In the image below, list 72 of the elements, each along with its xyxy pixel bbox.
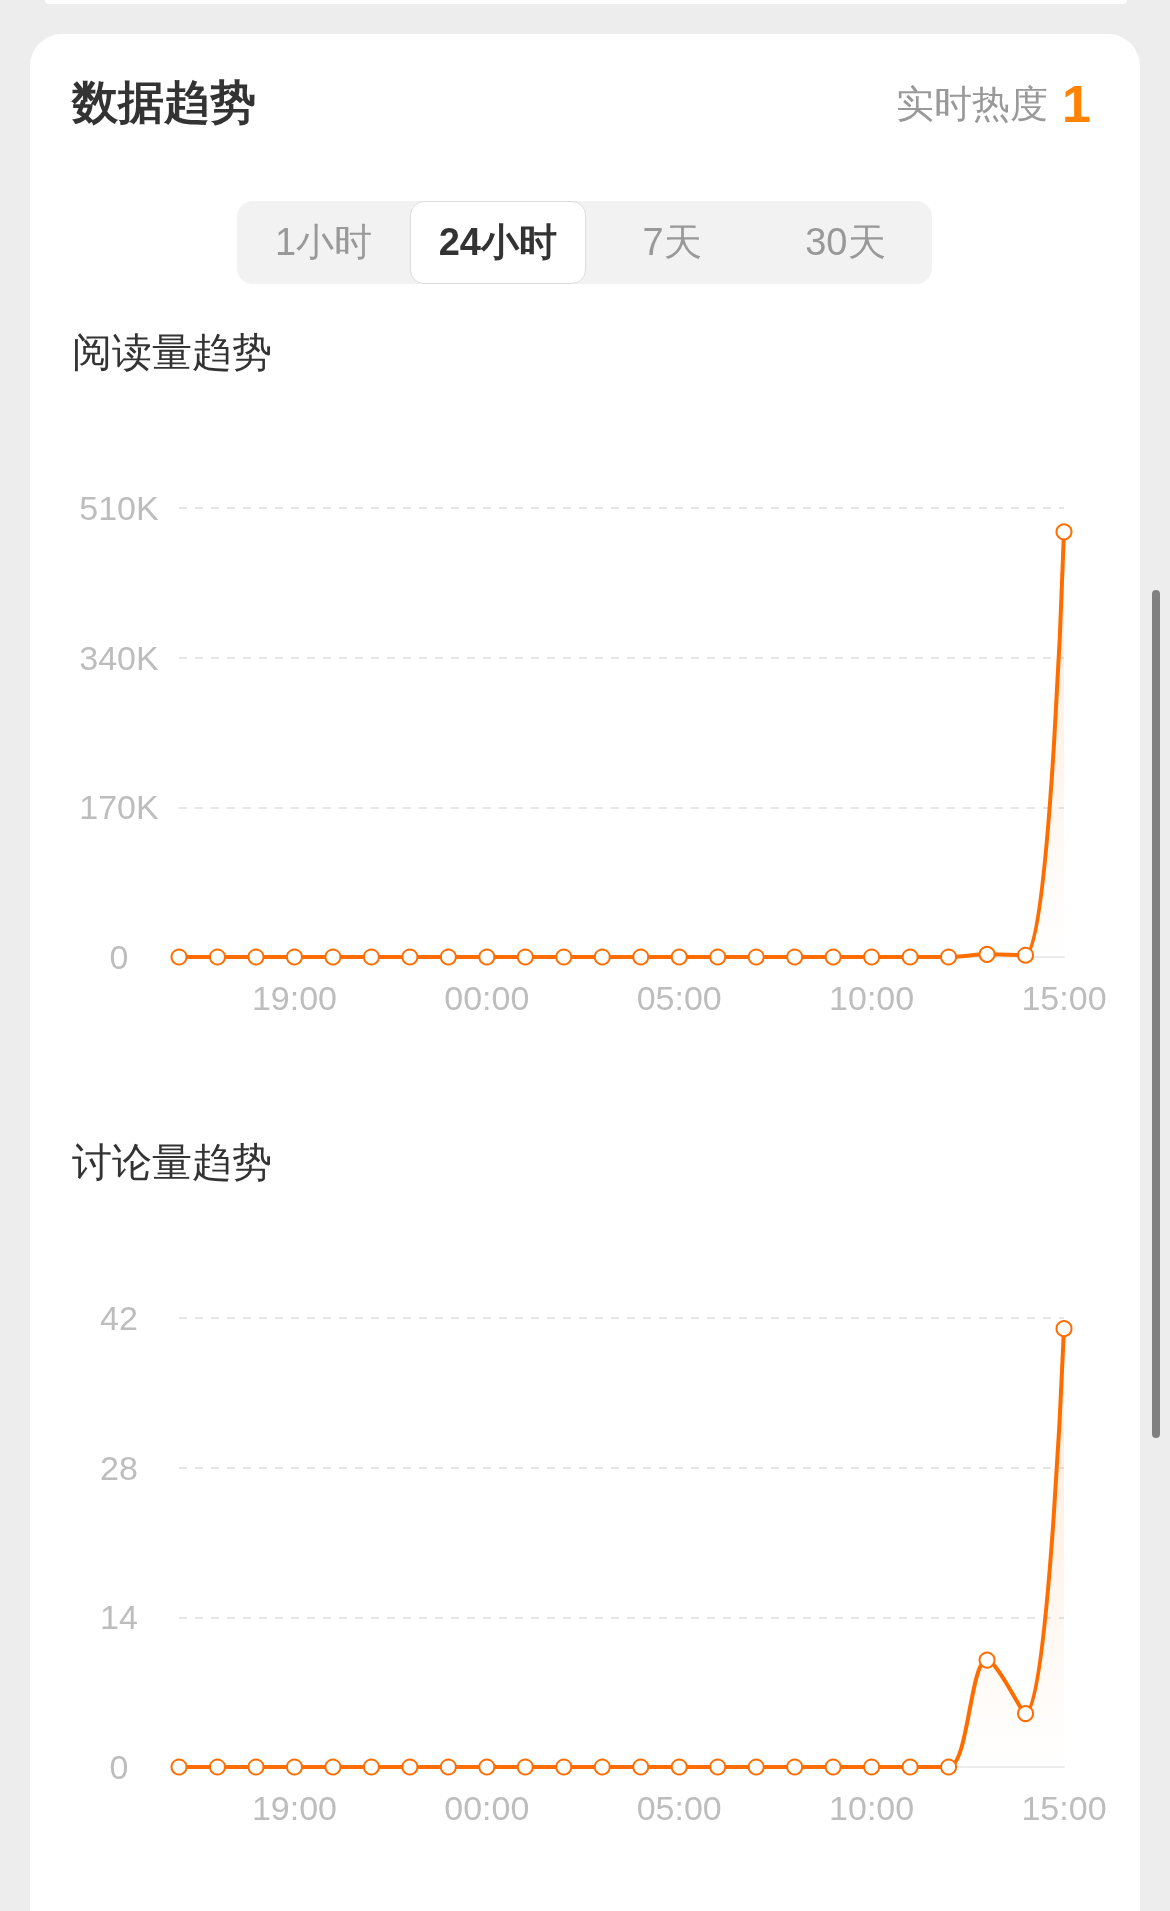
tab-switcher: 1小时 24小时 7天 30天	[237, 201, 932, 284]
point	[593, 948, 611, 966]
point	[285, 948, 303, 966]
x-tick-label: 10:00	[829, 1789, 915, 1827]
point	[747, 1758, 765, 1776]
point	[978, 945, 996, 963]
point	[170, 1758, 188, 1776]
x-tick-label: 15:00	[1021, 1789, 1107, 1827]
point	[362, 948, 380, 966]
point	[593, 1758, 611, 1776]
y-tick-label: 42	[100, 1299, 138, 1337]
point	[362, 1758, 380, 1776]
text: 实时热度	[896, 81, 1049, 127]
point	[632, 948, 650, 966]
point	[478, 1758, 496, 1776]
point	[401, 1758, 419, 1776]
x-tick-label: 15:00	[1021, 979, 1107, 1017]
x-tick-label: 05:00	[636, 1789, 722, 1827]
point	[478, 948, 496, 966]
point	[940, 948, 958, 966]
point	[786, 1758, 804, 1776]
x-tick-label: 10:00	[829, 979, 915, 1017]
point	[978, 1651, 996, 1669]
point	[747, 948, 765, 966]
point	[863, 948, 881, 966]
y-tick-label: 28	[100, 1448, 138, 1487]
point	[1017, 946, 1035, 964]
point	[786, 948, 804, 966]
point	[901, 1758, 919, 1776]
text: 数据趋势	[72, 75, 256, 130]
point	[1055, 523, 1073, 541]
point	[170, 948, 188, 966]
point	[555, 948, 573, 966]
point	[709, 1758, 727, 1776]
point	[863, 1758, 881, 1776]
point	[709, 948, 727, 966]
point	[439, 1758, 457, 1776]
point	[516, 1758, 534, 1776]
point	[324, 948, 342, 966]
point	[1017, 1705, 1035, 1723]
point	[824, 948, 842, 966]
point	[670, 948, 688, 966]
x-tick-label: 00:00	[444, 1789, 530, 1827]
point	[401, 948, 419, 966]
point	[670, 1758, 688, 1776]
point	[940, 1758, 958, 1776]
point	[247, 948, 265, 966]
point	[324, 1758, 342, 1776]
point	[516, 948, 534, 966]
point	[247, 1758, 265, 1776]
point	[824, 1758, 842, 1776]
point	[555, 1758, 573, 1776]
y-tick-label: 510K	[79, 489, 160, 527]
point	[632, 1758, 650, 1776]
point	[285, 1758, 303, 1776]
y-tick-label: 0	[109, 938, 129, 976]
y-tick-label: 0	[109, 1748, 129, 1786]
text: 1	[1062, 74, 1091, 134]
chart-title: 讨论量趋势	[72, 1140, 272, 1184]
point	[901, 948, 919, 966]
y-tick-label: 14	[100, 1598, 138, 1637]
point	[208, 1758, 226, 1776]
point	[208, 948, 226, 966]
chart-title: 阅读量趋势	[72, 330, 272, 374]
point	[1055, 1320, 1073, 1338]
point	[439, 948, 457, 966]
x-tick-label: 05:00	[636, 979, 722, 1017]
y-tick-label: 170K	[79, 788, 160, 827]
x-tick-label: 19:00	[251, 1789, 337, 1827]
x-tick-label: 19:00	[251, 979, 337, 1017]
y-tick-label: 340K	[79, 638, 160, 677]
x-tick-label: 00:00	[444, 979, 530, 1017]
